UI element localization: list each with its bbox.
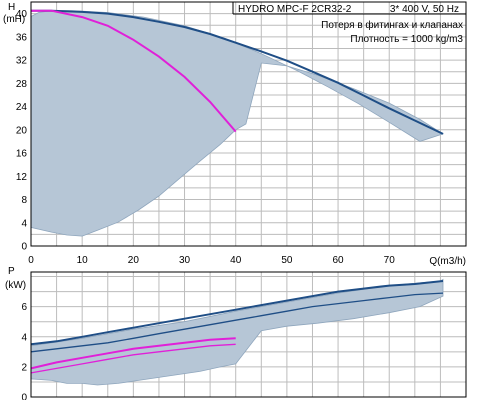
bot-y-tick-label: 4 [21,332,27,343]
power-curves [30,280,444,374]
top-y-tick-label: 12 [16,172,28,183]
top-x-tick-label: 40 [230,255,242,266]
power-operating-envelope [30,278,444,386]
header-model: HYDRO MPC-F 2CR32-2 [238,4,352,15]
top-y-tick-label: 4 [21,218,27,229]
power-y-axis-unit: (kW) [5,280,26,291]
power-y-ticks: 0 2 4 6 [21,302,27,400]
head-operating-envelope [30,10,444,237]
bot-y-tick-label: 0 [21,393,27,400]
top-y-tick-label: 24 [16,102,28,113]
top-x-tick-label: 60 [332,255,344,266]
top-series-max-speed [31,9,444,135]
header-supply: 3* 400 V, 50 Hz [390,4,459,15]
bot-y-tick-label: 6 [21,302,27,313]
top-y-tick-label: 40 [16,9,28,20]
top-x-tick-label: 50 [281,255,293,266]
head-y-axis-unit: (mH) [3,14,25,25]
top-y-tick-label: 36 [16,32,28,43]
top-y-tick-label: 8 [21,195,27,206]
bot-y-tick-label: 2 [21,362,27,373]
bot-series-p2-max-speed [30,292,444,353]
top-y-tick-label: 32 [16,56,28,67]
top-x-tick-label: 70 [384,255,396,266]
head-x-ticks: 0 10 20 30 40 50 60 70 [28,255,395,266]
top-x-tick-label: 0 [28,255,34,266]
bot-series-p1-max-speed [30,280,444,346]
bot-series-p2-one-pump [30,343,236,374]
head-x-axis-label: Q(m3/h) [429,256,466,267]
top-y-tick-label: 16 [16,149,28,160]
power-y-axis-label: P [8,266,15,277]
head-y-axis-label: H [8,2,15,13]
top-series-one-pump [31,9,237,133]
top-x-tick-label: 20 [128,255,140,266]
chart-header: HYDRO MPC-F 2CR32-2 3* 400 V, 50 Hz Поте… [232,2,466,45]
head-plot-frame [30,1,467,247]
top-x-tick-label: 10 [77,255,89,266]
top-y-tick-label: 0 [21,242,27,253]
top-x-tick-label: 30 [179,255,191,266]
header-note-fittings: Потеря в фитингах и клапанах [321,19,463,31]
bot-series-p1-one-pump [30,337,236,370]
top-y-tick-label: 20 [16,125,28,136]
header-note-density: Плотность = 1000 kg/m3 [350,34,463,45]
head-chart: 0 4 8 12 16 20 24 28 32 36 40 0 10 20 30 40 50 60 70 H (m… [3,1,467,267]
top-y-tick-label: 28 [16,79,28,90]
head-y-ticks: 0 4 8 12 16 20 24 28 32 36 40 [16,9,28,252]
power-plot-frame [30,271,467,398]
head-curves [31,9,444,135]
